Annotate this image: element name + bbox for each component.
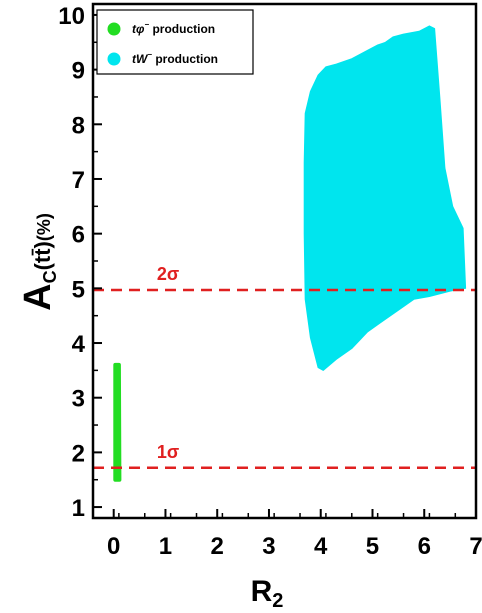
data-regions <box>113 25 467 482</box>
x-tick-label: 0 <box>107 533 120 560</box>
hline-label-1: 2σ <box>157 264 179 284</box>
legend-label-2: tW− production <box>132 50 218 66</box>
series-region-2 <box>303 25 467 371</box>
x-tick-label: 2 <box>211 533 224 560</box>
y-tick-label: 7 <box>72 167 85 194</box>
y-tick-label: 9 <box>72 58 85 85</box>
y-tick-label: 4 <box>72 331 86 358</box>
y-tick-label: 1 <box>72 495 85 522</box>
x-axis-ticks: 0 1 2 3 4 5 6 7 <box>92 509 482 560</box>
y-tick-label: 6 <box>72 222 85 249</box>
legend-box <box>96 9 254 75</box>
hline-label-2: 1σ <box>157 442 179 462</box>
x-tick-label: 4 <box>314 533 328 560</box>
y-axis-ticks: 1 2 3 4 5 6 7 8 9 10 <box>58 3 102 522</box>
y-tick-label: 5 <box>72 276 85 303</box>
x-axis-label: R2 <box>251 575 284 612</box>
legend: tφ− production tW− production <box>96 9 254 75</box>
y-tick-label: 8 <box>72 112 85 139</box>
svg-text:AC(tt̄)(%): AC(tt̄)(%) <box>17 213 60 311</box>
y-tick-label: 2 <box>72 440 85 467</box>
series-region-1 <box>113 362 122 482</box>
legend-label-1: tφ− production <box>132 20 215 36</box>
threshold-lines <box>93 288 476 469</box>
y-tick-label: 10 <box>58 3 85 30</box>
y-tick-label: 3 <box>72 386 85 413</box>
x-tick-label: 3 <box>262 533 275 560</box>
x-tick-label: 6 <box>418 533 431 560</box>
x-tick-label: 5 <box>366 533 379 560</box>
x-tick-label: 1 <box>159 533 172 560</box>
annotation-labels: 2σ 1σ <box>157 264 179 462</box>
x-tick-label: 7 <box>469 533 482 560</box>
y-axis-label: AC(tt̄)(%) <box>17 213 60 311</box>
legend-marker-2 <box>107 52 121 66</box>
legend-marker-1 <box>107 22 121 36</box>
